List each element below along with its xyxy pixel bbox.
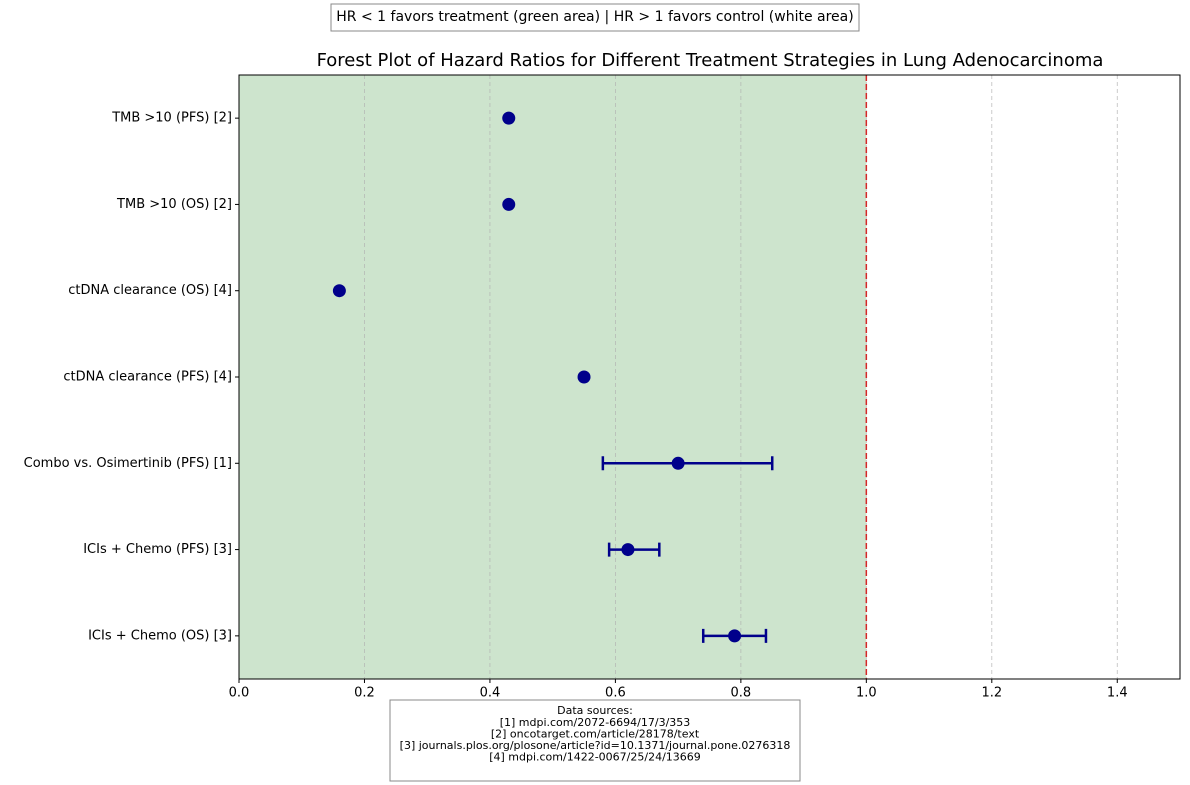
x-tick-label: 0.6 <box>605 686 626 701</box>
y-tick-label: ctDNA clearance (PFS) [4] <box>63 370 232 385</box>
source-entry: [4] mdpi.com/1422-0067/25/24/13669 <box>489 751 701 764</box>
x-tick-label: 1.0 <box>856 686 877 701</box>
source-entry: [3] journals.plos.org/plosone/article?id… <box>400 739 791 752</box>
x-tick-label: 1.2 <box>981 686 1002 701</box>
error-bar <box>601 456 774 471</box>
y-tick-label: ICIs + Chemo (PFS) [3] <box>83 542 232 557</box>
point-estimate <box>671 456 685 470</box>
point-estimate <box>332 284 346 298</box>
x-tick-label: 0.4 <box>480 686 501 701</box>
x-tick-label: 0.2 <box>354 686 375 701</box>
x-tick-label: 0.8 <box>731 686 752 701</box>
point-estimate <box>502 197 516 211</box>
source-entry: [1] mdpi.com/2072-6694/17/3/353 <box>500 716 691 729</box>
point-estimate <box>502 111 516 125</box>
x-tick-label: 1.4 <box>1107 686 1128 701</box>
y-tick-label: ctDNA clearance (OS) [4] <box>68 283 232 298</box>
x-tick-label: 0.0 <box>229 686 250 701</box>
chart-title: Forest Plot of Hazard Ratios for Differe… <box>317 50 1104 71</box>
source-entry: [2] oncotarget.com/article/28178/text <box>491 728 700 741</box>
y-tick-label: TMB >10 (OS) [2] <box>116 197 232 212</box>
annotation-box <box>330 3 860 32</box>
y-tick-label: ICIs + Chemo (OS) [3] <box>88 628 232 643</box>
point-estimate <box>728 629 742 643</box>
point-estimate <box>577 370 591 384</box>
point-estimate <box>621 543 635 557</box>
sources-box <box>389 699 801 782</box>
favors-treatment-area <box>239 75 867 679</box>
annotation: HR < 1 favors treatment (green area) | H… <box>336 9 853 25</box>
y-tick-label: TMB >10 (PFS) [2] <box>111 111 232 126</box>
sources-title: Data sources: <box>557 704 633 717</box>
y-tick-label: Combo vs. Osimertinib (PFS) [1] <box>24 456 232 471</box>
